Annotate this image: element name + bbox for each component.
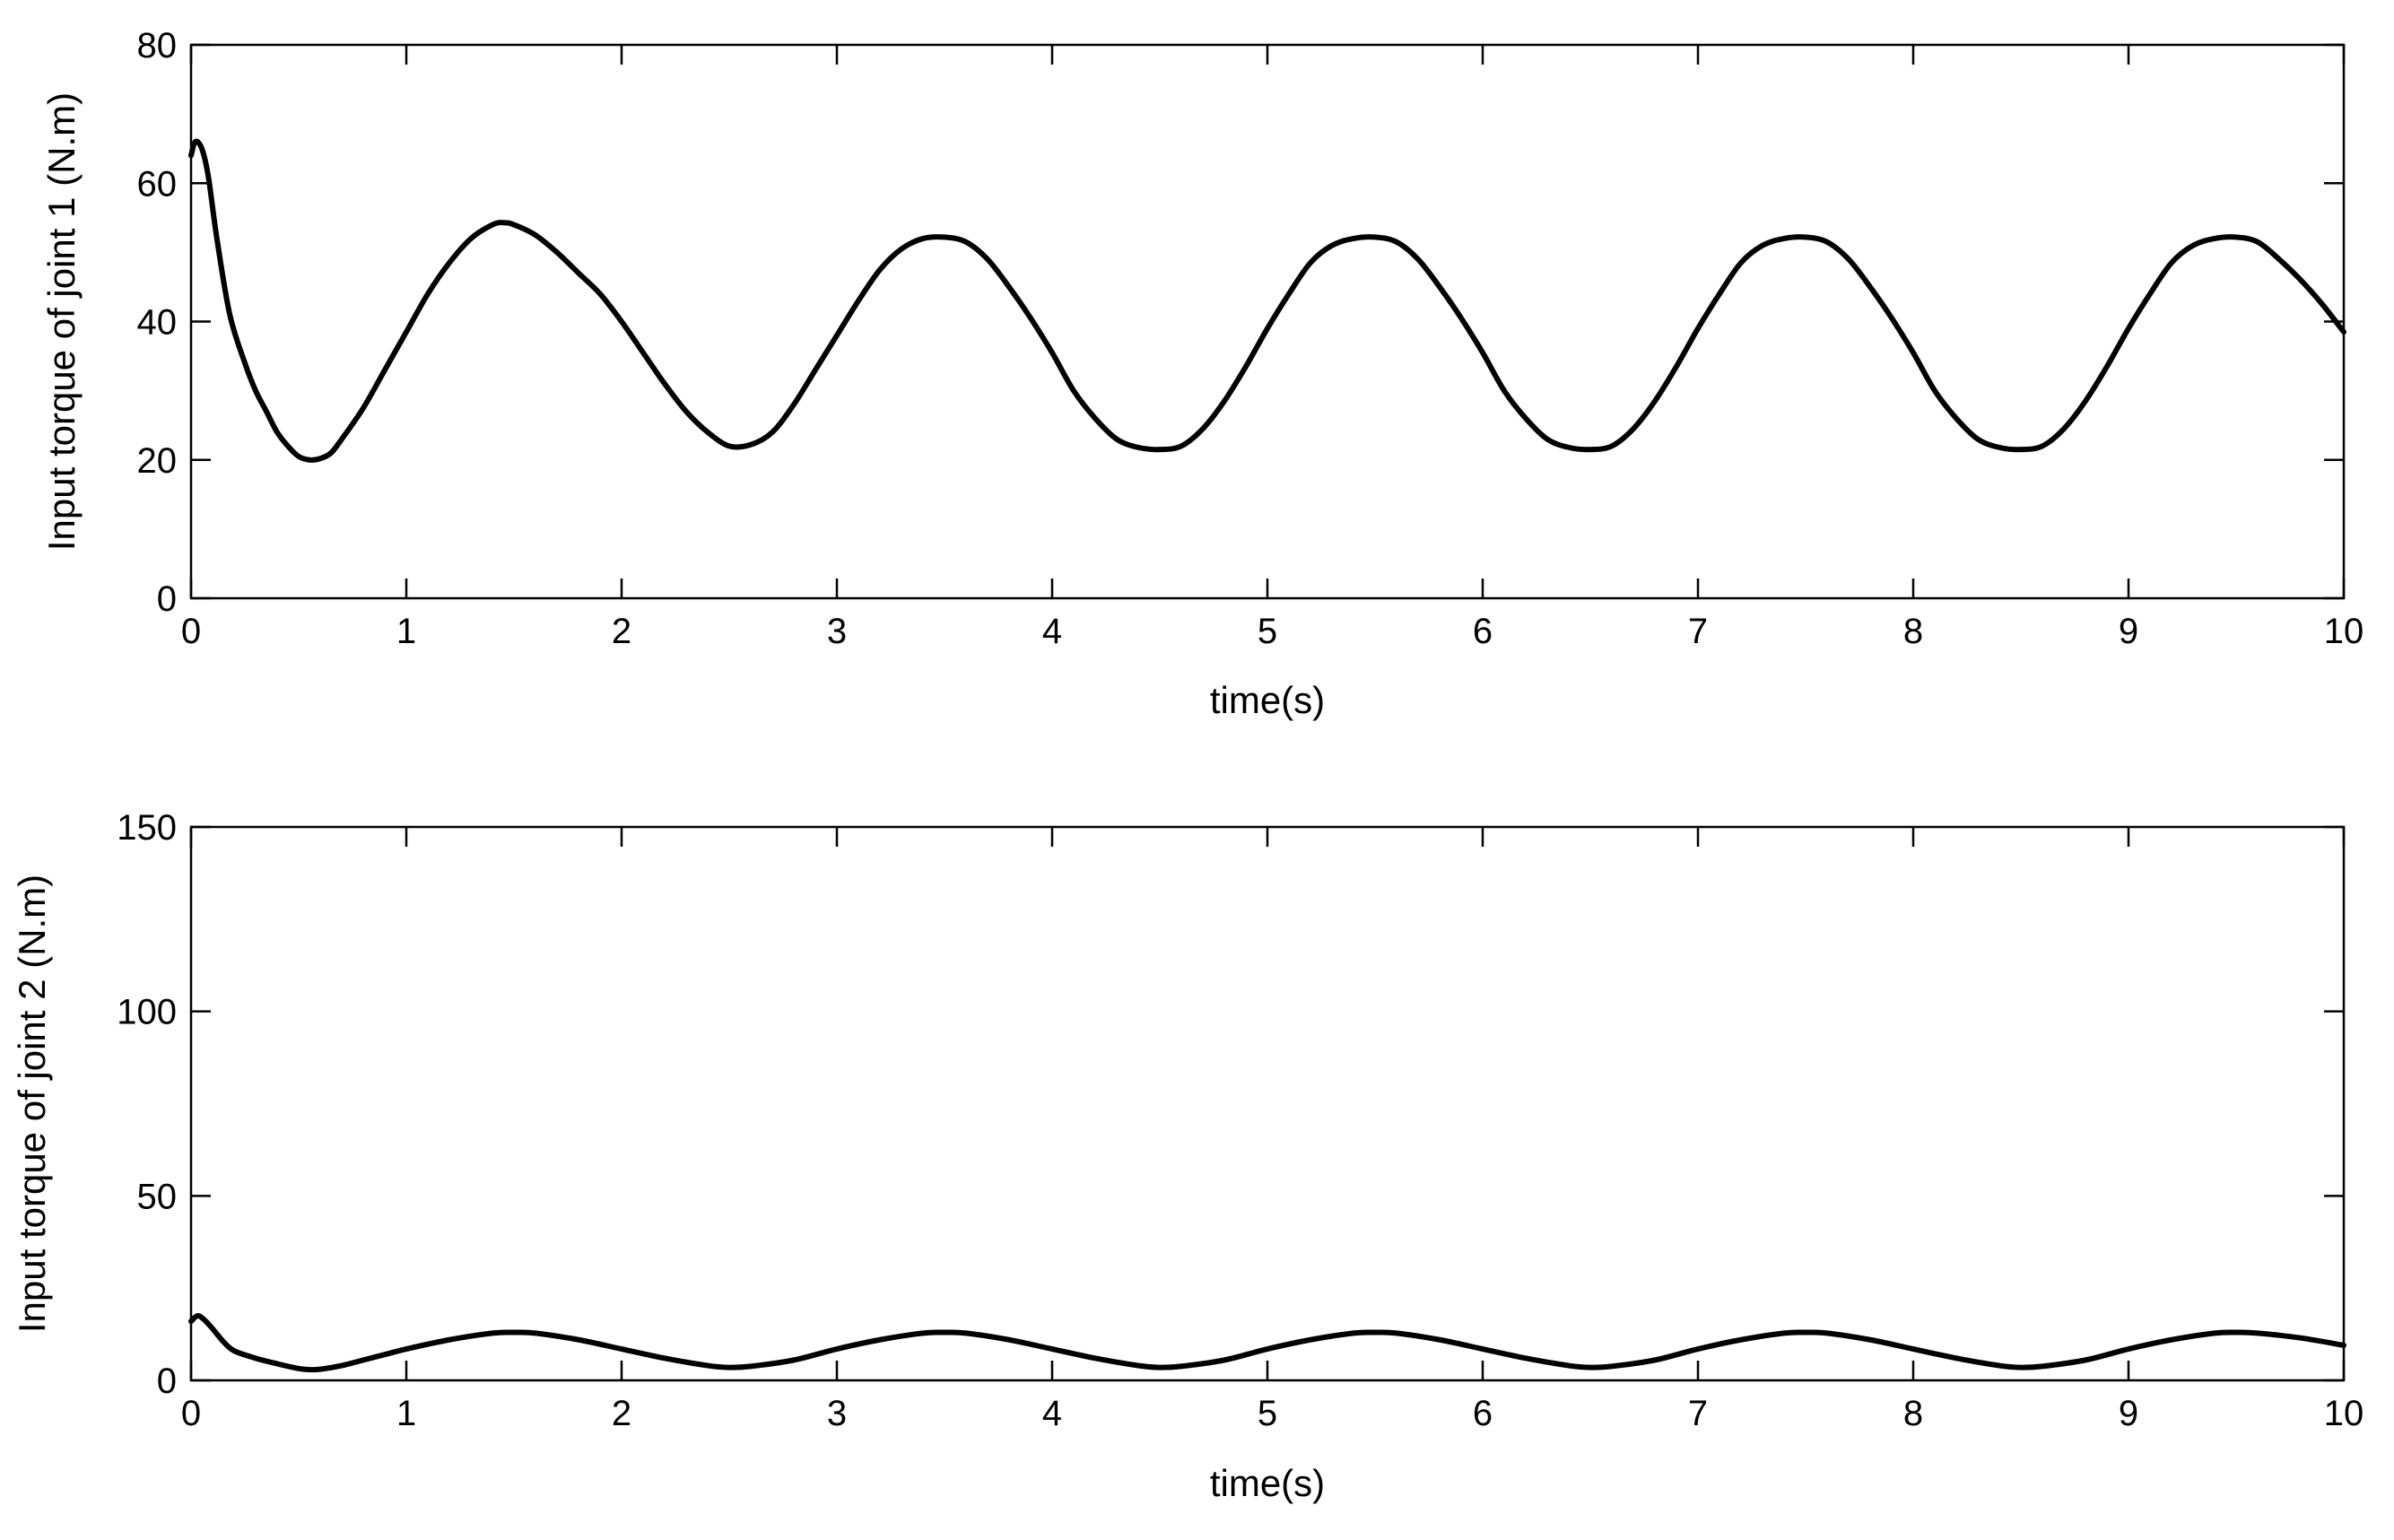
series-line: [188, 1312, 2346, 1373]
x-tick-label: 9: [2119, 1394, 2138, 1433]
x-tick-label: 8: [1903, 612, 1923, 651]
x-tick-label: 4: [1042, 612, 1062, 651]
x-tick-label: 3: [827, 1394, 847, 1433]
x-tick-label: 1: [396, 612, 416, 651]
x-tick-label: 1: [396, 1394, 416, 1433]
series-line: [188, 138, 2346, 463]
x-tick-label: 8: [1903, 1394, 1923, 1433]
plot-frame: [189, 825, 2346, 1382]
y-tick-label: 100: [117, 993, 177, 1032]
plot-frame: [189, 43, 2346, 600]
chart-joint-1: 0 1 2 3 4 5 6 7 8 9 10 0 20 40 60 80 time(s) Input torque…: [40, 26, 2364, 721]
x-tick-label: 5: [1258, 612, 1277, 651]
y-tick-label: 40: [137, 303, 178, 343]
x-axis-label: time(s): [1210, 1462, 1325, 1504]
x-tick-label: 0: [181, 612, 201, 651]
y-tick-label: 0: [157, 1362, 177, 1401]
x-tick-label: 0: [181, 1394, 201, 1433]
y-tick-label: 0: [157, 579, 177, 619]
x-tick-label: 7: [1688, 1394, 1708, 1433]
x-tick-label: 6: [1473, 1394, 1493, 1433]
x-tick-label: 10: [2324, 612, 2364, 651]
x-tick-label: 4: [1042, 1394, 1062, 1433]
y-tick-label: 80: [137, 26, 178, 65]
x-tick-label: 2: [612, 1394, 631, 1433]
x-axis-label: time(s): [1210, 679, 1325, 721]
x-tick-label: 10: [2324, 1394, 2364, 1433]
y-tick-label: 50: [137, 1177, 178, 1216]
y-axis-label: Input torque of joint 2 (N.m): [11, 874, 53, 1333]
x-tick-label: 7: [1688, 612, 1708, 651]
x-tick-label: 2: [612, 612, 631, 651]
x-tick-label: 6: [1473, 612, 1493, 651]
y-axis-label: Input torque of joint 1 (N.m): [40, 92, 83, 551]
y-tick-label: 20: [137, 441, 178, 481]
x-tick-label: 5: [1258, 1394, 1277, 1433]
x-tick-label: 9: [2119, 612, 2138, 651]
y-tick-label: 150: [117, 808, 177, 848]
x-tick-label: 3: [827, 612, 847, 651]
y-tick-label: 60: [137, 164, 178, 204]
